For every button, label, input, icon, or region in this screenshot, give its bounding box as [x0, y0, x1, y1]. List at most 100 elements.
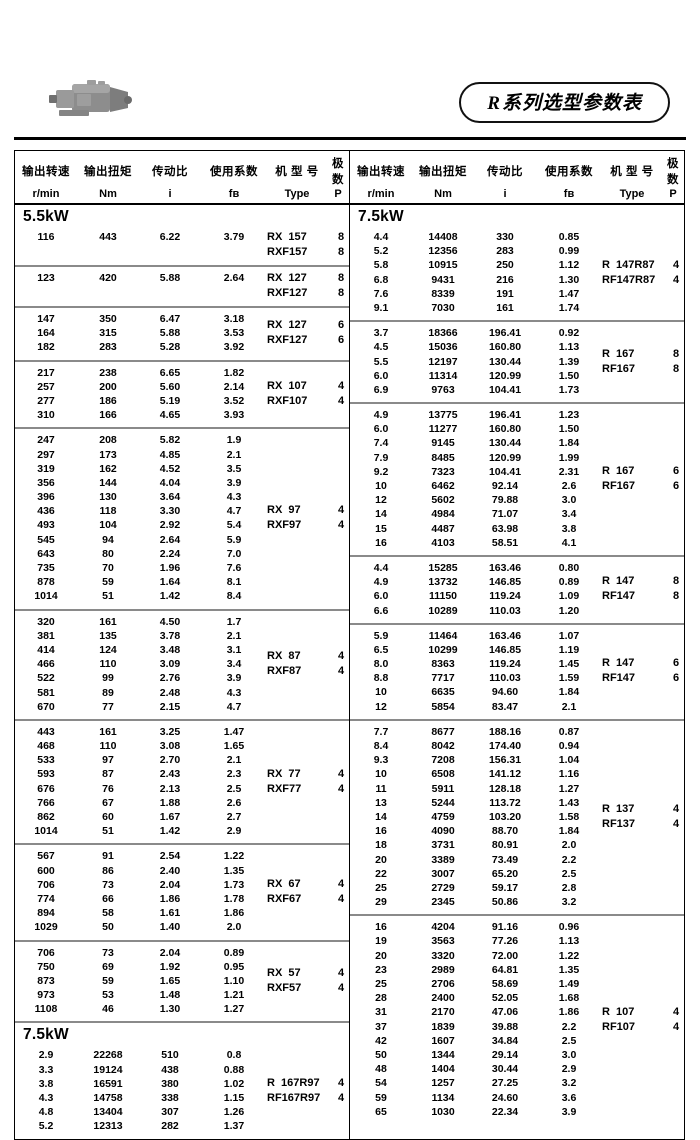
table-cell: 3.9 — [226, 476, 242, 489]
model-type-value: R 167R97 — [267, 1077, 320, 1089]
table-cell: 5.88 — [159, 272, 181, 284]
value-column-2: 196.41 160.80 130.44 120.99 104.41 92.14 79.88… — [474, 408, 536, 550]
spec-block: 4.4 4.9 6.0 6.6 15285 13732 11150 10289 163.46 14… — [350, 557, 684, 625]
table-cell: 160.80 — [488, 341, 522, 354]
table-cell: 3.93 — [223, 409, 245, 422]
table-cell: 5.88 — [159, 327, 181, 340]
table-cell: 320 — [37, 615, 55, 628]
table-cell: 4.9 — [373, 409, 389, 422]
table-cell: 396 — [37, 491, 55, 504]
model-type-names: R 167 RF167 — [602, 464, 664, 494]
header-label-zh-1: 输出扭矩 — [84, 166, 132, 178]
table-cell: 1.65 — [159, 974, 181, 987]
table-cell: 3.79 — [223, 231, 245, 243]
model-type-value: RX 67 — [267, 877, 301, 890]
type-cell-group: RX 97 RXF97 4 4 — [267, 433, 353, 603]
value-column-2: 163.46 146.85 119.24 110.03 94.60 83.47 — [474, 629, 536, 714]
model-type-names: R 147R87 RF147R87 — [602, 258, 664, 288]
model-type-value: RF167 — [602, 480, 636, 492]
value-column-2: 163.46 146.85 119.24 110.03 — [474, 561, 536, 618]
table-cell: 2.7 — [226, 811, 242, 823]
type-cell-group: RX 77 RXF77 4 4 — [267, 725, 353, 839]
table-cell: 1.19 — [558, 643, 580, 656]
model-type-value: RXF107 — [267, 394, 308, 407]
table-cell: 3.2 — [561, 1077, 577, 1090]
table-cell: 0.8 — [226, 1049, 242, 1062]
table-cell: 10 — [375, 686, 387, 699]
model-type-value: RX 127 — [267, 272, 307, 284]
table-cell: 2345 — [431, 896, 455, 909]
table-cell: 2.70 — [159, 754, 181, 767]
table-cell: 3.9 — [226, 672, 242, 685]
table-cell: 493 — [37, 519, 55, 532]
table-cell: 862 — [37, 811, 55, 823]
table-cell: 4.7 — [226, 505, 242, 518]
model-type-value: RX 127 — [267, 319, 307, 332]
table-cell: 58.51 — [491, 536, 519, 549]
table-cell: 2.31 — [558, 465, 580, 478]
value-column-2: 91.16 77.26 72.00 64.81 58.69 52.05 47.06 39.88… — [474, 920, 536, 1119]
table-cell: 567 — [37, 850, 55, 863]
table-cell: 7030 — [431, 301, 455, 314]
header-label-zh-4: 机 型 号 — [275, 166, 319, 178]
table-cell: 130.44 — [488, 355, 522, 368]
table-cell: 436 — [37, 505, 55, 518]
value-column-2: 4.50 3.78 3.48 3.09 2.76 2.48 2.15 — [139, 615, 201, 714]
table-cell: 4204 — [431, 921, 455, 934]
table-cell: 4090 — [431, 825, 455, 838]
table-cell: 31 — [375, 1006, 387, 1019]
table-cell: 2.76 — [159, 672, 181, 685]
table-cell: 1.13 — [558, 341, 580, 354]
table-cell: 1.22 — [223, 850, 245, 863]
table-cell: 2.5 — [561, 1034, 577, 1047]
table-cell: 13 — [375, 796, 387, 809]
table-cell: 238 — [99, 366, 117, 379]
table-cell: 88.70 — [491, 825, 519, 838]
table-cell: 4.7 — [226, 700, 242, 713]
value-column-2: 2.04 1.92 1.65 1.48 1.30 — [139, 946, 201, 1017]
table-cell: 87 — [102, 768, 114, 781]
table-cell: 72.00 — [491, 949, 519, 962]
table-cell: 4103 — [431, 536, 455, 549]
table-cell: 766 — [37, 796, 55, 809]
table-cell: 1.02 — [223, 1077, 245, 1090]
value-column-1: 238 200 186 166 — [77, 366, 139, 423]
value-column-3: 0.92 1.13 1.39 1.50 1.73 — [536, 326, 602, 397]
table-cell: 42 — [375, 1034, 387, 1047]
table-cell: 0.80 — [558, 561, 580, 574]
table-cell: 80 — [102, 547, 114, 560]
table-cell: 6.0 — [373, 423, 389, 436]
table-cell: 6635 — [431, 686, 455, 699]
model-type-value: R 137 — [602, 803, 635, 816]
table-cell: 330 — [496, 231, 514, 243]
type-cell-group: RX 157 RXF157 8 8 — [267, 230, 353, 260]
table-cell: 11150 — [428, 590, 458, 603]
value-column-1: 22268 19124 16591 14758 13404 12313 — [77, 1048, 139, 1133]
table-cell: 4.4 — [373, 231, 389, 243]
table-cell: 4.3 — [226, 686, 242, 699]
table-cell: 58.69 — [491, 978, 519, 990]
table-cell: 51 — [102, 825, 114, 838]
model-type-names: RX 127 RXF127 — [267, 318, 329, 348]
value-column-3: 0.87 0.94 1.04 1.16 1.27 1.43 1.58 1.84 2.0 2.2 2.… — [536, 725, 602, 909]
model-type-value: RXF127 — [267, 287, 308, 299]
pole-count-value: 6 — [672, 480, 680, 492]
table-cell: 59.17 — [491, 881, 519, 894]
type-cell-group: RX 57 RXF57 4 4 — [267, 946, 353, 1017]
model-type-value: RX 157 — [267, 231, 307, 243]
model-type-value: RF147R87 — [602, 273, 656, 286]
spec-block: 16 19 20 23 25 28 31 37 42 50 48 54 59 65 4204 3563 3320… — [350, 916, 684, 1124]
table-cell: 48 — [375, 1063, 387, 1076]
pole-count-value: 4 — [672, 258, 680, 271]
value-column-1: 14408 12356 10915 9431 8339 7030 — [412, 230, 474, 315]
table-cell: 3.0 — [561, 494, 577, 507]
table-cell: 1.96 — [159, 562, 181, 574]
table-cell: 4.65 — [159, 409, 181, 422]
table-cell: 1.78 — [223, 892, 245, 905]
table-cell: 3389 — [431, 853, 455, 866]
value-column-1: 91 86 73 66 58 50 — [77, 849, 139, 934]
value-column-2: 330 283 250 216 191 161 — [474, 230, 536, 315]
